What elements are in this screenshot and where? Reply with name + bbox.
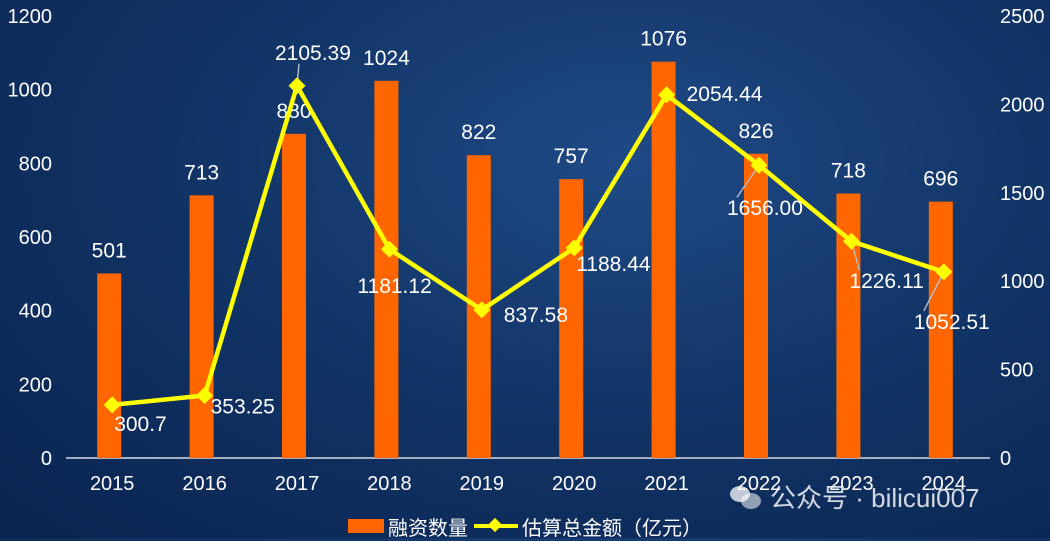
x-tick-label: 2016 — [182, 473, 227, 495]
line-data-label: 1181.12 — [357, 275, 431, 298]
legend-bar-swatch — [348, 519, 384, 533]
y-right-tick-label: 0 — [1000, 448, 1011, 470]
line-series — [103, 77, 953, 414]
watermark: 公众号 · bilicui007 — [730, 478, 980, 515]
line-path — [111, 83, 945, 408]
line-marker — [473, 301, 491, 319]
x-tick-label: 2021 — [644, 473, 689, 495]
bar-data-label: 501 — [92, 239, 127, 262]
x-tick-label: 2017 — [275, 473, 320, 495]
y-left-tick-label: 0 — [41, 448, 52, 470]
y-left-tick-label: 400 — [19, 301, 52, 323]
line-marker — [565, 239, 583, 257]
bar — [374, 80, 399, 459]
y-left-tick-label: 800 — [19, 153, 52, 175]
bar-data-label: 696 — [923, 168, 958, 191]
y-right-tick-label: 1500 — [1000, 183, 1045, 205]
y-left-tick-label: 200 — [19, 374, 52, 396]
bar-series — [97, 61, 953, 459]
bar-data-label: 757 — [554, 145, 589, 168]
y-left-tick-label: 1200 — [8, 6, 53, 28]
line-data-label: 1052.51 — [914, 311, 990, 334]
line-marker — [842, 232, 860, 250]
x-tick-label: 2020 — [552, 473, 597, 495]
y-left-tick-label: 600 — [19, 227, 52, 249]
line-marker — [935, 263, 953, 281]
line-data-label: 353.25 — [211, 396, 275, 419]
line-marker — [750, 156, 768, 174]
leader-line — [923, 271, 945, 312]
y-left-tick-label: 1000 — [8, 80, 53, 102]
bar-data-label: 713 — [184, 161, 219, 184]
line-marker — [380, 240, 398, 258]
y-right-tick-label: 1000 — [1000, 271, 1045, 293]
right-axis-ticks: 0 500 1000 1500 2000 2500 — [1000, 6, 1045, 470]
bar-data-label: 1024 — [363, 47, 410, 70]
line-marker — [658, 86, 676, 104]
line-data-label: 837.58 — [504, 304, 568, 327]
x-tick-label: 2015 — [90, 473, 135, 495]
x-tick-label: 2019 — [460, 473, 505, 495]
line-marker — [288, 77, 306, 95]
bar — [559, 179, 584, 458]
bar-data-label: 718 — [831, 160, 866, 183]
bar-data-label: 880 — [276, 100, 311, 123]
line-data-label: 300.7 — [114, 413, 167, 436]
leader-line — [736, 164, 760, 198]
line-data-label: 1188.44 — [576, 253, 651, 276]
x-tick-label: 2023 — [829, 473, 874, 495]
line-data-label: 1656.00 — [727, 197, 803, 220]
legend-bar-label: 融资数量 — [388, 517, 468, 540]
line-data-label: 2105.39 — [275, 42, 351, 65]
bar — [651, 61, 676, 458]
bar — [928, 201, 953, 458]
legend-line-label: 估算总金额（亿元） — [522, 517, 702, 540]
legend: 融资数量 估算总金额（亿元） — [348, 512, 702, 541]
wechat-icon — [730, 484, 762, 510]
line-data-labels: 300.7 353.25 2105.39 1181.12 837.58 1188.44 20… — [114, 42, 990, 436]
y-right-tick-label: 2500 — [1000, 6, 1045, 28]
x-tick-label: 2018 — [367, 473, 412, 495]
bar-data-label: 1076 — [640, 28, 687, 51]
bar — [189, 195, 214, 458]
line-marker — [103, 396, 121, 414]
bar-data-labels: 501 713 880 1024 822 757 1076 826 718 696 — [92, 28, 959, 263]
bar — [744, 153, 768, 459]
line-marker — [196, 387, 214, 405]
x-tick-label: 2024 — [922, 473, 967, 495]
y-right-tick-label: 500 — [1000, 360, 1033, 382]
bar-data-label: 822 — [461, 121, 496, 144]
line-data-label: 1226.11 — [849, 270, 923, 293]
line-data-label: 2054.44 — [687, 83, 763, 106]
bar-data-label: 826 — [738, 120, 773, 143]
legend-item-bar[interactable]: 融资数量 — [348, 512, 468, 541]
legend-line-swatch — [474, 519, 518, 533]
watermark-text: 公众号 · bilicui007 — [770, 483, 980, 513]
y-right-tick-label: 2000 — [1000, 94, 1045, 116]
bar — [282, 133, 306, 458]
bar — [97, 273, 122, 458]
legend-item-line[interactable]: 估算总金额（亿元） — [474, 512, 702, 541]
left-axis-ticks: 0 200 400 600 800 1000 1200 — [8, 6, 53, 470]
